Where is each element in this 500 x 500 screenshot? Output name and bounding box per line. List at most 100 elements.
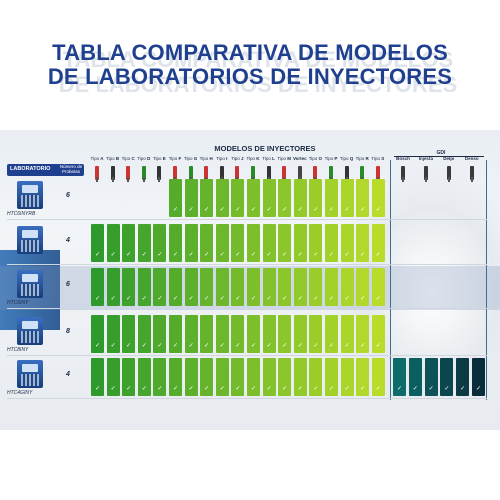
check-icon: ✓ — [188, 386, 194, 392]
probe-count: 6 — [66, 281, 70, 288]
check-icon: ✓ — [235, 252, 241, 258]
injector-icon — [173, 166, 177, 182]
check-icon: ✓ — [219, 207, 225, 213]
compatibility-cell: ✓ — [215, 179, 229, 217]
check-icon: ✓ — [344, 207, 350, 213]
check-icon: ✓ — [297, 252, 303, 258]
compatibility-cell: ✓ — [106, 268, 120, 306]
gdi-injector-icon — [469, 166, 474, 182]
column-header-p: Tipo P — [323, 156, 339, 161]
compatibility-cell: ✓ — [169, 268, 182, 306]
probe-count: 8 — [66, 328, 70, 335]
machine-probes — [21, 284, 39, 296]
compatibility-cell: ✓ — [137, 358, 151, 396]
injector-icon — [375, 166, 380, 182]
column-header-prefix: Tipo — [262, 156, 271, 161]
check-icon: ✓ — [141, 343, 147, 349]
laboratory-machine-image — [17, 181, 43, 209]
compatibility-cell: ✓ — [231, 179, 245, 217]
check-icon: ✓ — [250, 207, 257, 213]
column-header-prefix: Tipo — [183, 156, 193, 161]
column-header-d: Tipo D — [136, 156, 152, 161]
compatibility-cell: ✓ — [122, 224, 136, 262]
check-icon: ✓ — [375, 252, 381, 258]
check-icon: ✓ — [344, 252, 350, 258]
compatibility-cell: ✓ — [122, 315, 136, 353]
laboratory-machine-image — [17, 270, 43, 298]
laboratory-model-name: HTC8INY — [7, 347, 29, 353]
check-icon: ✓ — [250, 343, 257, 349]
machine-probes — [21, 331, 39, 343]
compatibility-cell: ✓ — [356, 358, 370, 396]
machine-screen — [22, 364, 38, 372]
check-icon: ✓ — [313, 386, 319, 392]
column-header-prefix: Tipo — [371, 156, 380, 161]
check-icon: ✓ — [344, 296, 350, 302]
check-icon: ✓ — [204, 296, 210, 302]
check-icon: ✓ — [282, 207, 288, 213]
injector-icon — [360, 166, 365, 182]
gdi-divider — [394, 156, 484, 157]
check-icon: ✓ — [360, 252, 366, 258]
compatibility-cell: ✓ — [309, 315, 323, 353]
column-header-e: Tipo E — [151, 156, 167, 161]
check-icon: ✓ — [375, 296, 381, 302]
check-icon: ✓ — [313, 343, 319, 349]
check-icon: ✓ — [328, 252, 335, 258]
check-icon: ✓ — [188, 343, 194, 349]
check-icon: ✓ — [204, 343, 210, 349]
check-icon: ✓ — [266, 207, 272, 213]
column-header-prefix: Tipo — [355, 156, 365, 161]
column-header-prefix: Tipo — [121, 156, 131, 161]
machine-probes — [21, 195, 39, 207]
compatibility-cell: ✓ — [169, 315, 182, 353]
compatibility-cell: ✓ — [215, 224, 229, 262]
compatibility-cell: ✓ — [293, 315, 307, 353]
compatibility-cell: ✓ — [91, 315, 104, 353]
injector-icon — [313, 166, 318, 182]
check-icon: ✓ — [94, 386, 101, 392]
compatibility-cell: ✓ — [262, 315, 276, 353]
check-icon: ✓ — [313, 252, 319, 258]
column-header-c: Tipo C — [120, 156, 136, 161]
injector-icon — [95, 166, 99, 182]
row-separator — [7, 355, 487, 356]
row-separator — [7, 398, 487, 399]
compatibility-cell: ✓ — [91, 224, 104, 262]
page-title-line-1: TABLA COMPARATIVA DE MODELOS — [52, 40, 448, 65]
compatibility-cell: ✓ — [309, 179, 323, 217]
machine-screen — [22, 274, 38, 282]
compatibility-cell: ✓ — [153, 358, 167, 396]
compatibility-cell: ✓ — [340, 224, 354, 262]
probe-count: 4 — [66, 371, 70, 378]
check-icon: ✓ — [126, 386, 132, 392]
column-header-letter: B — [114, 156, 120, 161]
compatibility-cell: ✓ — [371, 224, 385, 262]
compatibility-cell: ✓ — [122, 268, 136, 306]
gdi-compatibility-cell: ✓ — [424, 358, 438, 396]
compatibility-cell: ✓ — [325, 224, 338, 262]
column-header-letter: H — [208, 156, 213, 161]
column-header-prefix: Tipo — [137, 156, 146, 161]
compatibility-cell: ✓ — [262, 268, 276, 306]
compatibility-cell: ✓ — [153, 268, 167, 306]
check-icon: ✓ — [282, 296, 288, 302]
compatibility-cell: ✓ — [247, 315, 260, 353]
column-header-letter: A — [99, 156, 104, 161]
compatibility-cell: ✓ — [122, 358, 136, 396]
compatibility-cell: ✓ — [91, 358, 104, 396]
column-header-prefix: Tipo — [231, 156, 240, 161]
check-icon: ✓ — [126, 343, 132, 349]
compatibility-cell: ✓ — [371, 358, 385, 396]
column-header-prefix: Tipo — [152, 156, 162, 161]
compatibility-cell: ✓ — [293, 358, 307, 396]
compatibility-cell: ✓ — [293, 268, 307, 306]
check-icon: ✓ — [188, 296, 194, 302]
compatibility-cell: ✓ — [200, 358, 214, 396]
compatibility-cell: ✓ — [247, 224, 260, 262]
compatibility-cell: ✓ — [106, 358, 120, 396]
check-icon: ✓ — [282, 252, 288, 258]
check-icon: ✓ — [172, 252, 179, 258]
compatibility-cell: ✓ — [106, 315, 120, 353]
laboratory-model-name: HTC6INY — [7, 300, 29, 306]
